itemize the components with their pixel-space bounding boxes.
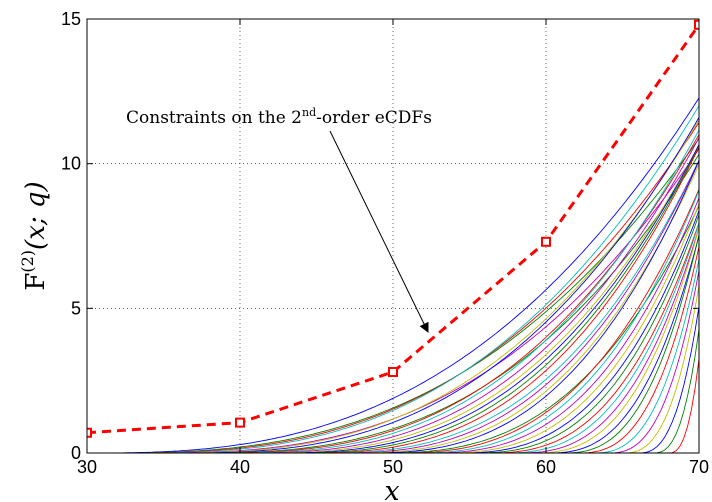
constraint-marker xyxy=(235,417,245,428)
ecdf-curve xyxy=(240,137,699,453)
y-axis-label-base: F xyxy=(21,273,51,291)
constraint-marker xyxy=(388,366,398,377)
ecdf-curve xyxy=(87,97,699,453)
ecdf-curve xyxy=(224,129,699,453)
ecdf-curve xyxy=(454,210,699,453)
x-tick-label: 40 xyxy=(230,457,250,477)
annotation-arrow xyxy=(329,130,429,333)
ecdf-curve xyxy=(653,329,699,453)
x-tick-label: 70 xyxy=(689,457,709,477)
annotation-sup: nd xyxy=(302,106,316,119)
ecdf-curve xyxy=(423,197,699,453)
x-tick-label: 30 xyxy=(77,457,97,477)
ecdf-curve xyxy=(591,259,699,453)
ecdf-curve xyxy=(438,203,699,453)
ecdf-curve xyxy=(132,105,699,453)
ecdf-curve xyxy=(576,246,699,453)
ecdf-curve xyxy=(637,306,699,453)
constraint-marker xyxy=(694,19,699,30)
y-axis-label: F(2)(x; q) xyxy=(18,181,51,290)
x-tick-label: 60 xyxy=(536,457,556,477)
ecdf-curve xyxy=(561,234,699,453)
annotation-label: Constraints on the 2nd-order eCDFs xyxy=(126,106,432,128)
y-tick-label: 5 xyxy=(71,298,81,318)
ecdf-curve xyxy=(362,160,699,453)
ecdf-curve xyxy=(484,222,699,453)
grid xyxy=(87,19,699,453)
constraint-series xyxy=(87,19,699,438)
axis-ticks: 30 40 50 60 70 0 5 10 15 xyxy=(61,9,709,477)
ecdf-curve xyxy=(500,223,699,453)
ecdf-curve xyxy=(668,358,699,453)
ecdf-curve xyxy=(178,117,699,453)
ecdf-curve xyxy=(285,145,699,453)
ecdf-curve xyxy=(408,190,699,453)
constraint-marker xyxy=(87,427,92,438)
ecdf-curve xyxy=(270,144,699,453)
annotation-text-before: Constraints on the 2 xyxy=(126,108,302,128)
ecdf-curve xyxy=(301,146,699,453)
y-tick-label: 15 xyxy=(61,9,81,29)
x-axis-label: x xyxy=(384,476,399,502)
constraint-marker xyxy=(541,236,551,247)
ecdf-curve xyxy=(607,270,699,453)
constraint-line xyxy=(87,23,699,435)
ecdf-curve xyxy=(255,144,699,453)
y-tick-label: 10 xyxy=(61,154,81,174)
y-axis-label-args: (x; q) xyxy=(21,181,51,250)
annotation-text-after: -order eCDFs xyxy=(316,108,432,128)
ecdf-curve xyxy=(347,164,699,453)
ecdf-curve xyxy=(163,119,699,453)
x-tick-label: 50 xyxy=(383,457,403,477)
ecdf-curve xyxy=(546,235,699,453)
ecdf-curve xyxy=(469,214,699,453)
ecdf-curve xyxy=(102,138,699,453)
y-tick-label: 0 xyxy=(71,443,81,463)
ecdf-curve xyxy=(530,227,699,453)
ecdf-curve xyxy=(117,122,699,453)
ecdf-curve xyxy=(316,160,699,453)
ecdf-curve xyxy=(393,189,699,453)
ecdf-curves xyxy=(87,97,699,453)
y-axis-label-sup: (2) xyxy=(18,250,37,273)
ecdf-curve xyxy=(622,285,699,453)
